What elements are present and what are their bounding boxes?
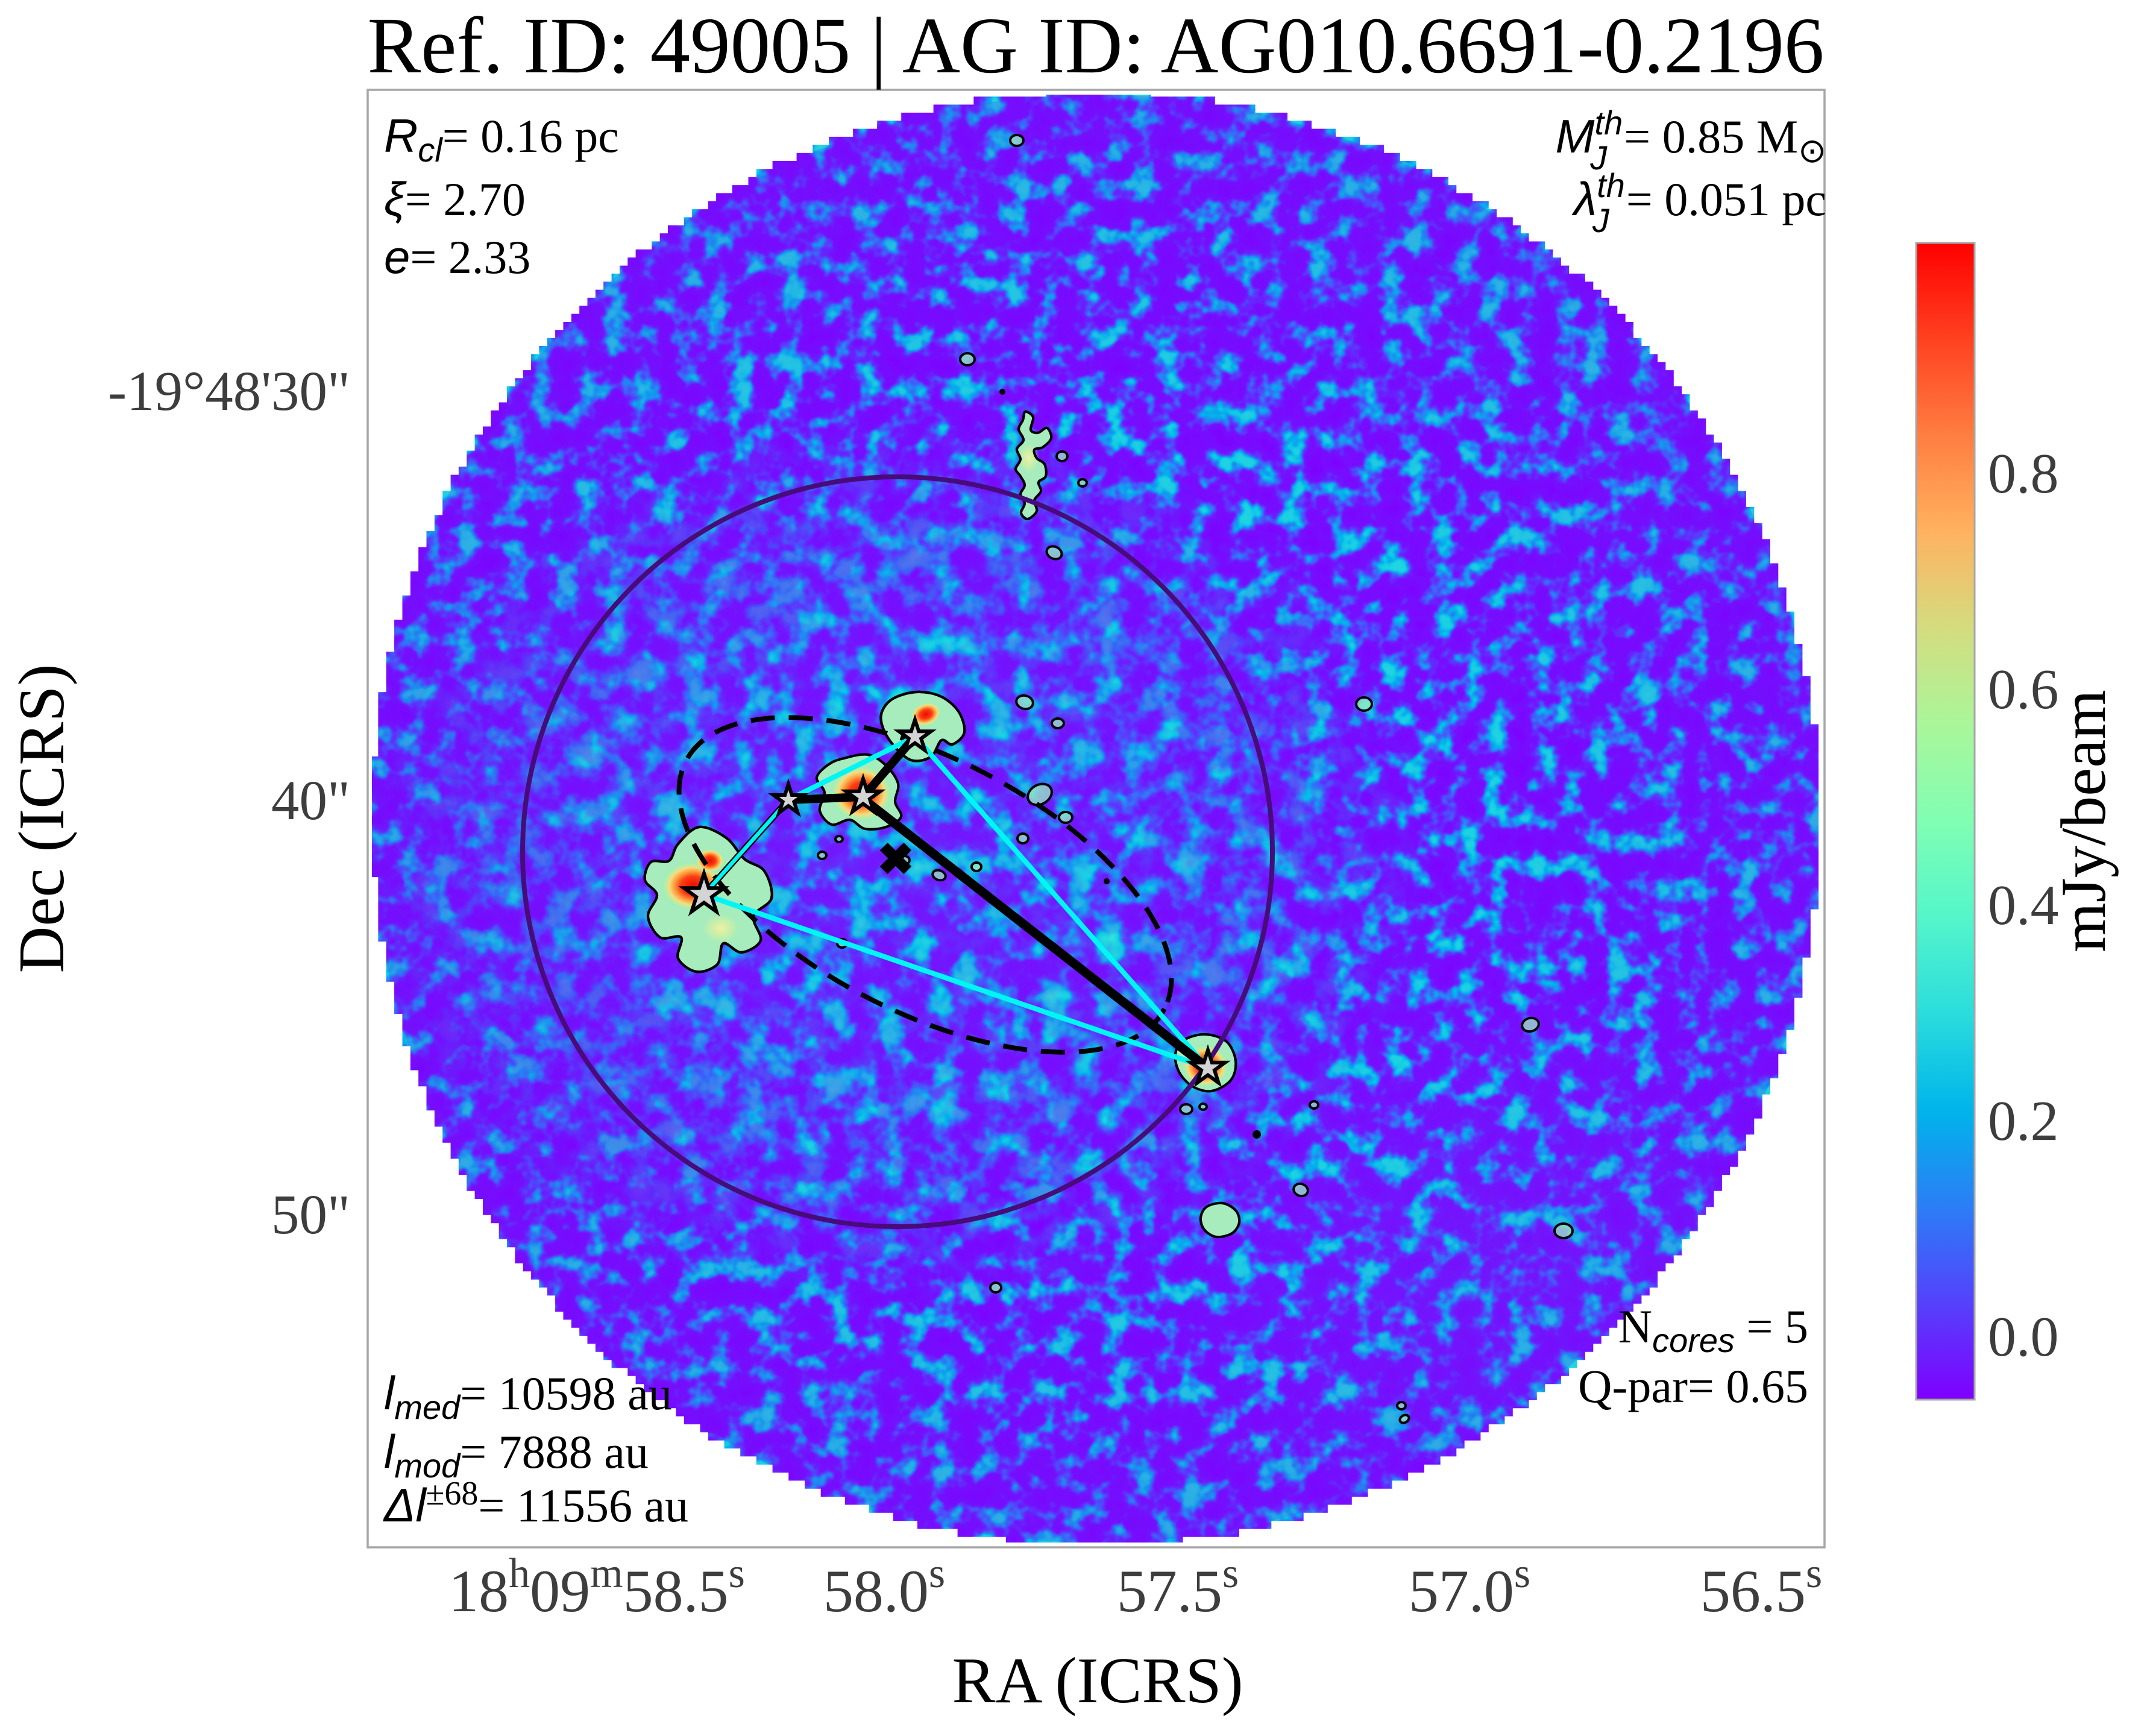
svg-text:0.6: 0.6 (1988, 658, 2059, 721)
svg-text:0.8: 0.8 (1988, 442, 2059, 505)
svg-text:lmed= 10598 au: lmed= 10598 au (384, 1366, 672, 1426)
svg-text:58.0s: 58.0s (823, 1550, 945, 1624)
svg-text:0.2: 0.2 (1988, 1090, 2059, 1153)
svg-text:Rcl= 0.16 pc: Rcl= 0.16 pc (384, 109, 619, 169)
svg-text:e= 2.33: e= 2.33 (384, 230, 530, 283)
svg-text:ξ= 2.70: ξ= 2.70 (384, 172, 526, 225)
svg-text:0.0: 0.0 (1988, 1306, 2059, 1368)
svg-text:mJy/beam: mJy/beam (2048, 690, 2119, 952)
svg-text:57.5s: 57.5s (1117, 1550, 1239, 1624)
svg-text:18h09m58.5s: 18h09m58.5s (448, 1550, 745, 1624)
svg-text:Δl±68= 11556 au: Δl±68= 11556 au (383, 1475, 688, 1532)
svg-text:56.5s: 56.5s (1700, 1550, 1822, 1624)
svg-text:RA (ICRS): RA (ICRS) (952, 1645, 1243, 1717)
svg-text:Dec (ICRS): Dec (ICRS) (6, 664, 78, 973)
svg-text:-19°48'30": -19°48'30" (108, 360, 350, 423)
svg-text:40": 40" (271, 770, 350, 832)
svg-text:50": 50" (271, 1184, 350, 1246)
svg-text:Q-par= 0.65: Q-par= 0.65 (1578, 1360, 1808, 1412)
svg-text:57.0s: 57.0s (1409, 1550, 1530, 1624)
svg-text:lmod= 7888 au: lmod= 7888 au (384, 1425, 649, 1485)
svg-text:Ref. ID: 49005 | AG ID: AG010.: Ref. ID: 49005 | AG ID: AG010.6691-0.219… (368, 1, 1825, 90)
svg-text:0.4: 0.4 (1988, 874, 2059, 937)
